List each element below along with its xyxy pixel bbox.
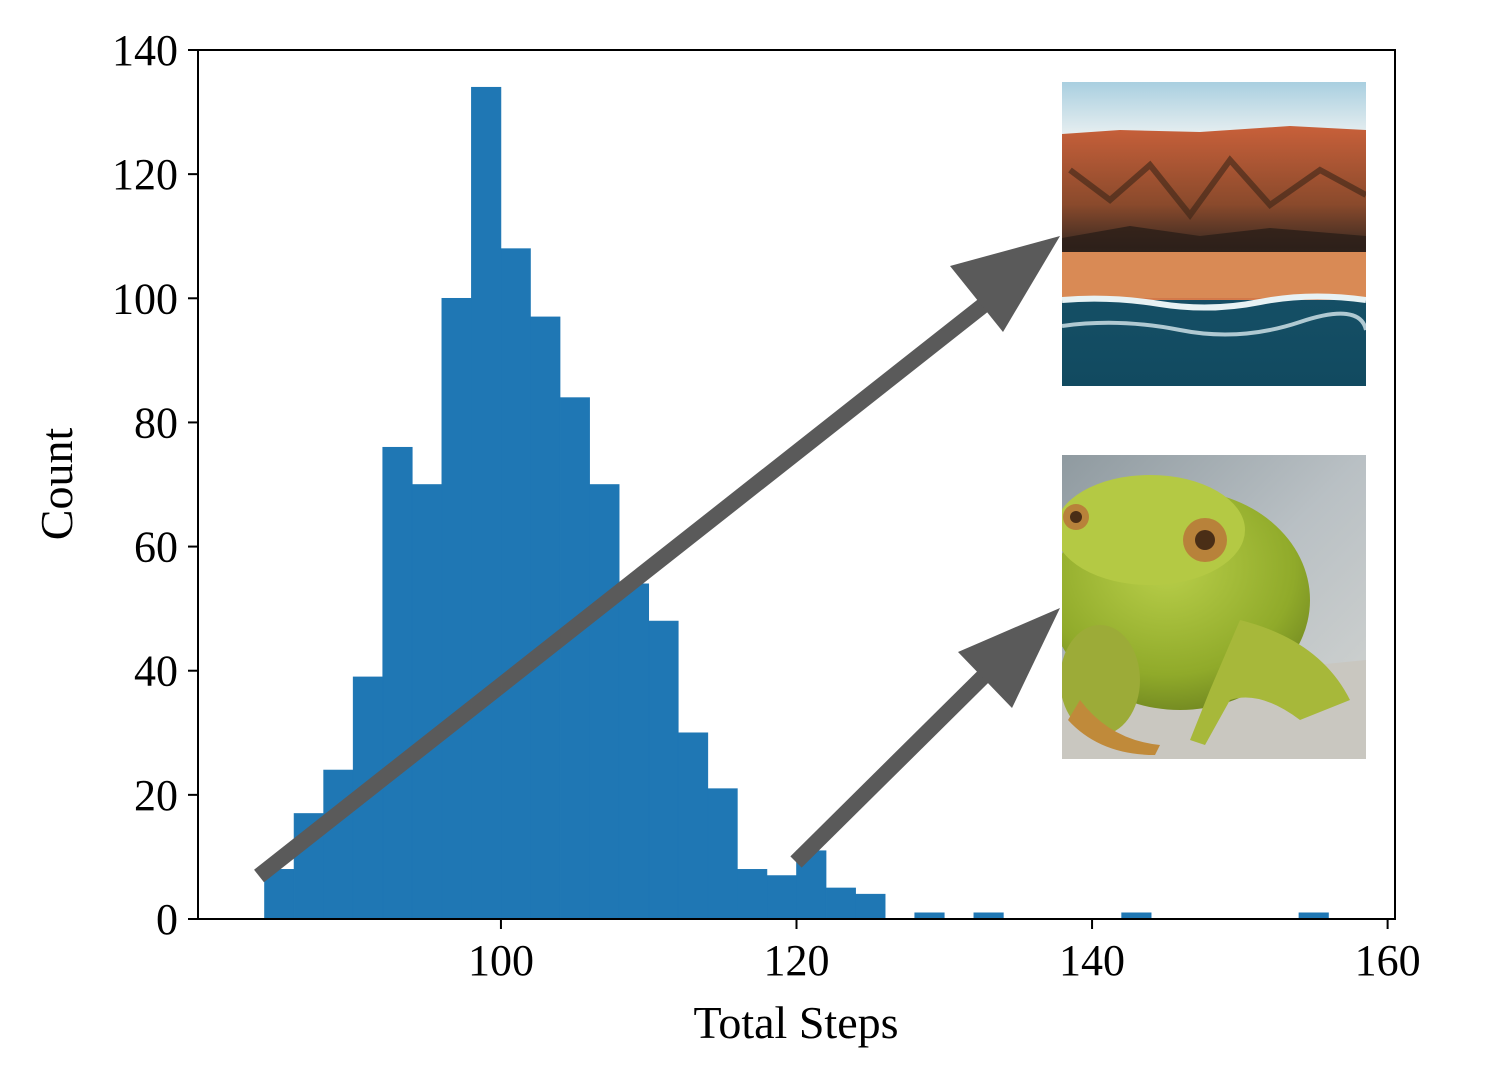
histogram-bar-96 — [441, 297, 472, 920]
x-axis-title: Total Steps — [693, 997, 898, 1048]
histogram-bar-124 — [855, 893, 886, 920]
histogram-bar-110 — [648, 620, 679, 920]
histogram-bar-104 — [559, 397, 590, 920]
x-axis: 100 120 140 160 — [468, 919, 1421, 985]
arrow-to-frog-image — [790, 608, 1060, 868]
cliff-sea-thumbnail — [1062, 82, 1366, 386]
histogram-bar-98 — [471, 86, 502, 920]
histogram-bar-118 — [766, 875, 797, 920]
arrow-to-cliff-image — [254, 236, 1060, 883]
y-tick-label-140: 140 — [112, 26, 178, 75]
histogram-bar-100 — [500, 248, 531, 920]
y-tick-label-100: 100 — [112, 274, 178, 323]
frog-thumbnail — [1062, 455, 1366, 759]
histogram-bar-94 — [411, 484, 443, 920]
histogram-bar-92 — [382, 446, 413, 920]
x-tick-label-100: 100 — [468, 936, 534, 985]
y-tick-label-60: 60 — [134, 523, 178, 572]
histogram-bar-102 — [530, 316, 561, 920]
x-tick-label-160: 160 — [1355, 936, 1421, 985]
x-tick-label-120: 120 — [764, 936, 830, 985]
x-tick-label-140: 140 — [1059, 936, 1125, 985]
histogram-bar-108 — [618, 583, 650, 920]
histogram-bar-122 — [825, 887, 856, 920]
histogram-bar-112 — [677, 732, 709, 920]
y-axis-title: Count — [31, 428, 82, 541]
histogram-bar-114 — [707, 788, 738, 920]
histogram-bar-88 — [323, 769, 354, 920]
histogram-bars — [264, 86, 1329, 920]
y-axis: 0 20 40 60 80 100 120 140 — [112, 26, 198, 944]
histogram-bar-116 — [737, 869, 768, 920]
histogram-bar-106 — [589, 484, 620, 920]
y-tick-label-80: 80 — [134, 398, 178, 447]
y-tick-label-40: 40 — [134, 647, 178, 696]
y-tick-label-0: 0 — [156, 895, 178, 944]
y-tick-label-20: 20 — [134, 771, 178, 820]
y-tick-label-120: 120 — [112, 150, 178, 199]
